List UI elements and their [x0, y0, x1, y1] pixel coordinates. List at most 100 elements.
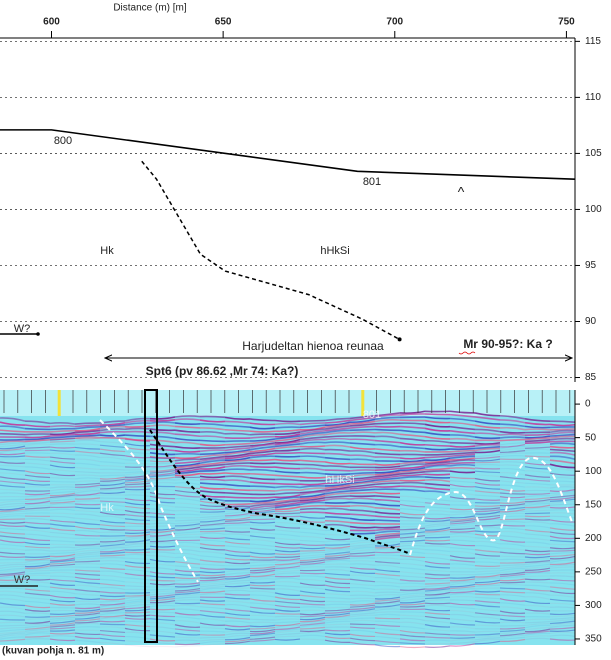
radar-reflection — [549, 431, 576, 436]
radar-reflection — [399, 590, 426, 594]
radar-reflection — [199, 578, 226, 582]
radar-reflection — [224, 575, 251, 580]
radar-reflection — [274, 443, 301, 448]
radar-reflection — [549, 535, 576, 540]
radar-reflection — [224, 524, 251, 527]
radar-reflection — [0, 590, 26, 594]
radar-reflection — [549, 476, 576, 480]
radar-reflection — [399, 531, 426, 535]
radar-reflection — [424, 443, 451, 447]
radar-reflection — [249, 590, 276, 594]
radar-reflection — [249, 452, 276, 457]
profile-chart: Distance (m) [m]600 650 700 750859095100105… — [0, 3, 602, 383]
radar-reflection — [324, 545, 351, 549]
radar-reflection — [474, 596, 501, 600]
radar-reflection — [549, 515, 576, 519]
radar-reflection — [49, 502, 76, 506]
radar-reflection — [299, 535, 326, 539]
radar-reflection — [149, 522, 176, 525]
radar-reflection — [299, 493, 326, 498]
radar-reflection — [124, 624, 151, 628]
radar-reflection — [199, 602, 226, 606]
radar-reflection — [324, 425, 351, 430]
radar-reflection — [224, 454, 251, 460]
radar-reflection — [49, 452, 76, 456]
radar-reflection — [349, 435, 376, 438]
radar-reflection — [24, 618, 51, 621]
radar-reflection — [399, 425, 426, 430]
radar-reflection — [224, 442, 251, 446]
radar-reflection — [299, 594, 326, 599]
radar-reflection — [374, 473, 401, 478]
radar-reflection — [349, 578, 376, 583]
radar-reflection — [349, 602, 376, 606]
radar-reflection — [324, 427, 351, 432]
radar-reflection — [549, 448, 576, 453]
radar-reflection — [524, 435, 551, 439]
radar-reflection — [49, 498, 76, 502]
radar-reflection — [324, 610, 351, 614]
radar-reflection — [174, 456, 201, 460]
radar-reflection — [524, 433, 551, 437]
radar-reflection — [424, 582, 451, 585]
radar-reflection — [249, 426, 276, 430]
radar-reflection — [424, 542, 451, 545]
radar-reflection — [424, 479, 451, 483]
radar-reflection — [249, 551, 276, 555]
radar-reflection — [249, 630, 276, 635]
radar-reflection — [49, 531, 76, 536]
radar-reflection — [74, 618, 101, 622]
radar-reflection — [74, 462, 101, 467]
radar-reflection — [224, 620, 251, 624]
radar-reflection — [24, 563, 51, 568]
radar-reflection — [199, 510, 226, 513]
radar-reflection — [299, 501, 326, 506]
radar-reflection — [349, 604, 376, 608]
radar-reflection — [124, 611, 151, 614]
radar-reflection — [299, 459, 326, 463]
radar-reflection — [474, 443, 501, 447]
radar-reflection — [499, 450, 526, 454]
radar-reflection — [174, 596, 201, 600]
radar-reflection — [174, 636, 201, 639]
radar-reflection — [124, 581, 151, 585]
radar-reflection — [524, 561, 551, 566]
radar-reflection — [524, 498, 551, 503]
radar-reflection — [199, 618, 226, 622]
radar-reflection — [24, 498, 51, 503]
radar-reflection — [299, 606, 326, 609]
radar-reflection — [374, 482, 401, 486]
radar-reflection — [224, 487, 251, 492]
radar-reflection — [249, 569, 276, 574]
radar-reflection — [499, 433, 526, 437]
radar-reflection — [499, 452, 526, 456]
radar-reflection — [549, 578, 576, 582]
radar-reflection — [349, 469, 376, 472]
radar-reflection — [274, 529, 301, 533]
radar-reflection — [149, 545, 176, 548]
radar-reflection — [399, 463, 426, 468]
radar-reflection — [49, 590, 76, 595]
radar-reflection — [274, 553, 301, 556]
radar-reflection — [549, 445, 576, 449]
radar-reflection — [549, 503, 576, 506]
radar-reflection — [224, 533, 251, 537]
radar-reflection — [549, 509, 576, 511]
radar-reflection — [549, 543, 576, 546]
radar-reflection — [399, 485, 426, 489]
radar-reflection — [524, 462, 551, 466]
radar-reflection — [324, 501, 351, 504]
radar-reflection — [249, 564, 276, 567]
radar-reflection — [524, 578, 551, 581]
radar-reflection — [249, 638, 276, 642]
radar-reflection — [349, 606, 376, 610]
radar-reflection — [524, 455, 551, 458]
radar-reflection — [449, 522, 476, 527]
radar-reflection — [49, 606, 76, 609]
radar-reflection — [249, 443, 276, 449]
radar-reflection — [399, 611, 426, 614]
radar-reflection — [474, 590, 501, 593]
radar-reflection — [349, 541, 376, 545]
radar-reflection — [474, 412, 501, 417]
